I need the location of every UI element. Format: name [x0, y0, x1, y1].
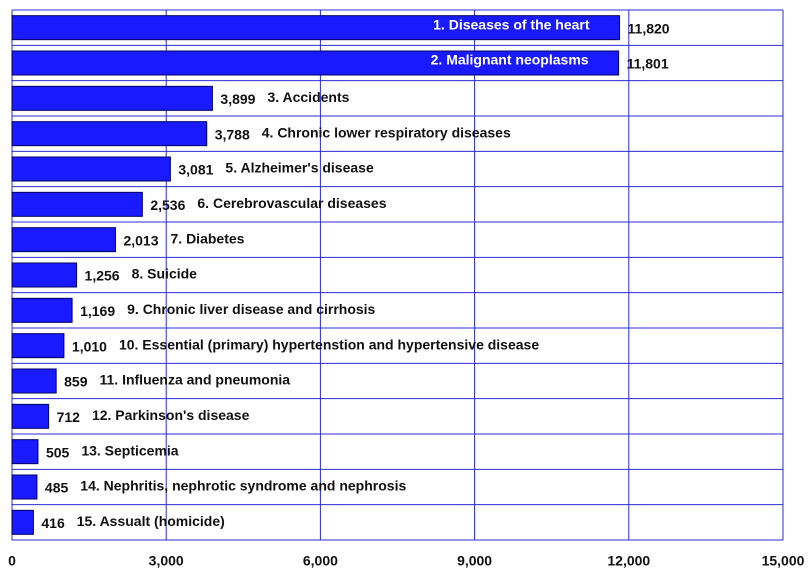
- bar: [11, 121, 208, 147]
- x-tick-label: 12,000: [607, 553, 650, 569]
- category-label: 6. Cerebrovascular diseases: [197, 195, 386, 211]
- value-label: 3,081: [178, 162, 213, 178]
- category-label: 8. Suicide: [132, 266, 198, 282]
- category-label: 7. Diabetes: [171, 230, 245, 246]
- bar: [11, 333, 65, 359]
- category-label: 13. Septicemia: [81, 442, 178, 458]
- bar: [11, 85, 213, 111]
- category-label: 12. Parkinson's disease: [92, 407, 250, 423]
- category-label: 2. Malignant neoplasms: [431, 52, 589, 68]
- bar: [11, 474, 38, 500]
- category-label: 3. Accidents: [267, 89, 349, 105]
- category-label: 5. Alzheimer's disease: [225, 160, 374, 176]
- value-label: 505: [46, 444, 70, 460]
- bar: [11, 50, 620, 76]
- value-label: 859: [64, 374, 88, 390]
- value-label: 712: [57, 409, 81, 425]
- x-tick-label: 15,000: [762, 553, 805, 569]
- x-tick-label: 0: [8, 553, 16, 569]
- category-label: 10. Essential (primary) hypertenstion an…: [119, 336, 539, 352]
- category-label: 11. Influenza and pneumonia: [100, 372, 291, 388]
- value-label: 416: [41, 515, 65, 531]
- value-label: 1,010: [72, 338, 107, 354]
- bar: [11, 403, 50, 429]
- category-label: 9. Chronic liver disease and cirrhosis: [127, 301, 375, 317]
- category-label: 1. Diseases of the heart: [433, 16, 590, 32]
- x-tick-label: 3,000: [149, 553, 184, 569]
- value-label: 1,169: [80, 303, 115, 319]
- category-label: 14. Nephritis, nephrotic syndrome and ne…: [80, 478, 406, 494]
- category-label: 15. Assualt (homicide): [77, 513, 225, 529]
- value-label: 485: [45, 480, 69, 496]
- bar: [11, 439, 39, 465]
- category-label: 4. Chronic lower respiratory diseases: [262, 124, 511, 140]
- x-tick-label: 6,000: [303, 553, 338, 569]
- bar: [11, 297, 73, 323]
- value-label: 2,536: [150, 197, 185, 213]
- x-tick-label: 9,000: [457, 553, 492, 569]
- bar: [11, 262, 78, 288]
- value-label: 3,788: [215, 126, 250, 142]
- value-label: 11,801: [627, 56, 669, 72]
- bar: [11, 156, 171, 182]
- value-label: 1,256: [85, 268, 120, 284]
- bar: [11, 227, 116, 253]
- bar: [11, 15, 621, 41]
- value-label: 2,013: [123, 232, 158, 248]
- value-label: 3,899: [220, 91, 255, 107]
- bar: [11, 509, 34, 535]
- value-label: 11,820: [628, 20, 670, 36]
- bar: [11, 368, 57, 394]
- bar: [11, 191, 143, 217]
